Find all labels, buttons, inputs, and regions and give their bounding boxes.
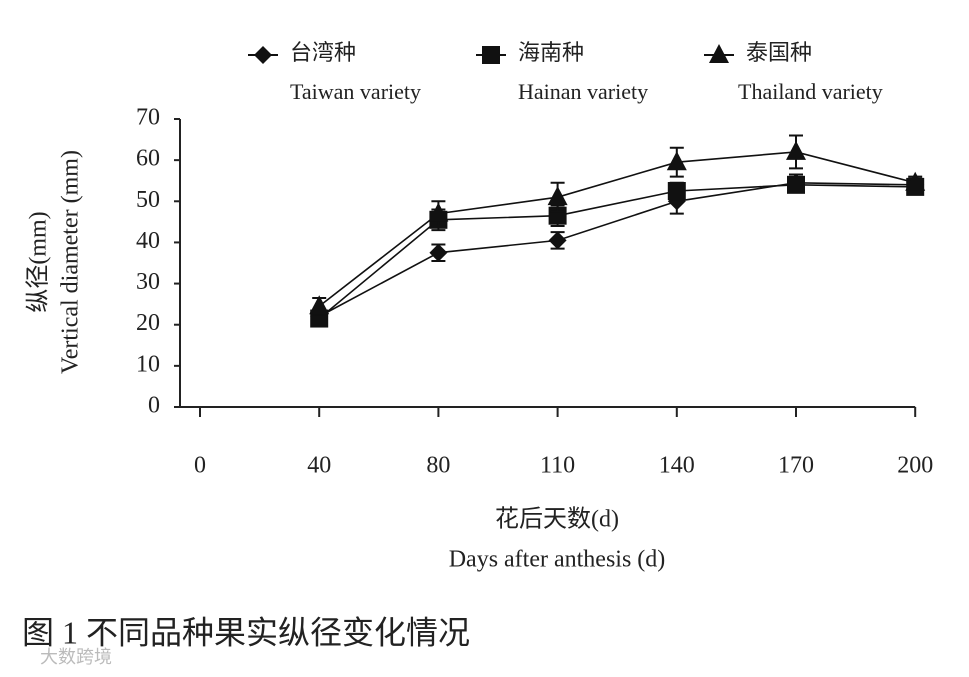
x-tick-label: 80 (426, 453, 450, 479)
marker (482, 46, 500, 64)
y-tick-label: 10 (136, 351, 160, 377)
caption: 图 1 不同品种果实纵径变化情况 (22, 614, 470, 650)
series-line (318, 184, 916, 320)
x-tick-label: 140 (659, 453, 695, 479)
marker (667, 182, 686, 200)
x-label-en: Days after anthesis (d) (449, 547, 666, 573)
legend-label-en: Taiwan variety (290, 79, 421, 104)
marker (787, 175, 805, 194)
y-tick-label: 60 (136, 146, 160, 172)
y-tick-label: 50 (136, 187, 160, 213)
x-tick-label: 0 (194, 453, 206, 479)
x-label: 花后天数(d) (495, 506, 619, 533)
marker (428, 202, 449, 222)
y-tick-label: 0 (148, 393, 160, 419)
y-tick-label: 40 (136, 228, 160, 254)
legend-label: 海南种 (518, 40, 584, 65)
marker (786, 140, 806, 160)
watermark: 大数跨境 (40, 647, 112, 667)
y-tick-label: 70 (136, 105, 160, 131)
x-tick-label: 170 (778, 453, 814, 479)
marker (666, 151, 687, 171)
x-tick-label: 40 (307, 453, 331, 479)
marker (709, 44, 729, 63)
y-tick-label: 20 (136, 310, 160, 336)
legend-label-en: Thailand variety (738, 79, 883, 104)
legend-label-en: Hainan variety (518, 79, 648, 104)
series-line (318, 151, 916, 307)
marker (254, 46, 272, 64)
marker (429, 243, 448, 262)
marker (548, 231, 567, 250)
y-label-en: Vertical diameter (mm) (58, 150, 84, 374)
legend-label: 泰国种 (746, 40, 812, 65)
legend-label: 台湾种 (290, 40, 356, 65)
series-line (318, 181, 916, 318)
marker (547, 186, 568, 206)
x-tick-label: 200 (897, 453, 933, 479)
y-label: 纵径(mm) (25, 211, 52, 312)
x-tick-label: 110 (540, 453, 575, 479)
marker (905, 171, 926, 191)
marker (309, 295, 330, 315)
y-tick-label: 30 (136, 269, 160, 295)
